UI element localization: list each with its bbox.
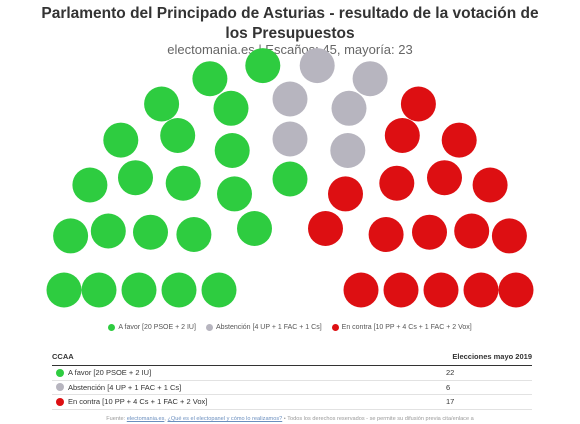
seat-favor [133, 214, 168, 250]
legend-swatch-favor [108, 324, 116, 331]
seat-contra [441, 122, 477, 158]
table-row: En contra [10 PP + 4 Cs + 1 FAC + 2 Vox]… [52, 395, 532, 410]
seat-contra [343, 272, 379, 308]
row-value: 6 [446, 382, 451, 392]
legend-label-abstencion: Abstención [4 UP + 1 FAC + 1 Cs] [215, 324, 322, 331]
seat-favor [201, 272, 237, 308]
footer-sep: , [164, 416, 168, 422]
seat-contra [498, 272, 534, 308]
seat-abstencion [330, 133, 366, 168]
seat-contra [463, 272, 499, 308]
seat-contra [384, 118, 420, 153]
seat-contra [379, 165, 415, 201]
chart-legend: A favor [20 PSOE + 2 IU] Abstención [4 U… [0, 324, 580, 331]
legend-label-contra: En contra [10 PP + 4 Cs + 1 FAC + 2 Vox] [341, 324, 472, 331]
seat-favor [160, 118, 196, 153]
seat-abstencion [272, 121, 308, 157]
row-label: En contra [10 PP + 4 Cs + 1 FAC + 2 Vox] [68, 397, 208, 407]
legend-swatch-abstencion [205, 324, 213, 331]
footer-prefix: Fuente: [106, 416, 127, 422]
row-label: A favor [20 PSOE + 2 IU] [68, 368, 152, 378]
seat-contra [328, 176, 363, 212]
seat-abstencion [352, 61, 388, 97]
footer: Fuente: electomania.es, ¿Qué es el elect… [0, 416, 580, 422]
row-swatch-contra [56, 397, 64, 406]
row-swatch-abstencion [56, 383, 64, 392]
results-table: CCAA Elecciones mayo 2019 A favor [20 PS… [52, 352, 532, 410]
row-value: 17 [446, 397, 455, 407]
chart-title: Parlamento del Principado de Asturias - … [41, 5, 539, 42]
legend-item-contra[interactable]: En contra [10 PP + 4 Cs + 1 FAC + 2 Vox] [331, 324, 472, 331]
seat-favor [217, 176, 252, 212]
row-swatch-favor [56, 368, 64, 377]
seat-favor [90, 213, 126, 249]
table-header: CCAA Elecciones mayo 2019 [52, 352, 532, 366]
seat-favor [81, 272, 117, 308]
seat-favor [245, 48, 281, 84]
legend-label-favor: A favor [20 PSOE + 2 IU] [118, 324, 196, 331]
seat-contra [308, 211, 343, 246]
seat-favor [121, 272, 157, 308]
footer-suffix: • Todos los derechos reservados - se per… [282, 416, 474, 422]
table-row: Abstención [4 UP + 1 FAC + 1 Cs] 6 [52, 381, 532, 395]
seat-abstencion [331, 90, 367, 126]
table-header-elecciones: Elecciones mayo 2019 [452, 352, 532, 361]
seat-favor [213, 90, 249, 126]
seat-contra [368, 217, 404, 252]
seat-favor [176, 217, 212, 252]
seat-favor [214, 133, 250, 168]
footer-link-electopanel[interactable]: ¿Qué es el electopanel y cómo lo realiza… [167, 416, 283, 422]
seat-favor [53, 218, 89, 254]
seat-contra [472, 167, 508, 203]
seat-contra [400, 86, 436, 122]
seat-favor [272, 161, 308, 197]
seat-abstencion [299, 48, 335, 84]
seat-contra [412, 214, 447, 250]
seat-contra [423, 272, 459, 308]
seat-favor [192, 61, 228, 97]
table-row: A favor [20 PSOE + 2 IU] 22 [52, 366, 532, 381]
seat-contra [454, 213, 490, 249]
seat-abstencion [272, 81, 308, 117]
row-value: 22 [446, 368, 455, 378]
table-header-ccaa: CCAA [52, 352, 74, 361]
row-label: Abstención [4 UP + 1 FAC + 1 Cs] [68, 382, 182, 392]
seat-favor [46, 272, 82, 308]
legend-swatch-contra [331, 324, 339, 331]
seat-favor [144, 86, 180, 122]
footer-link-electomania[interactable]: electomania.es [126, 416, 165, 422]
seat-contra [427, 160, 462, 196]
seat-favor [103, 122, 139, 158]
seat-contra [383, 272, 419, 308]
seat-favor [237, 211, 272, 246]
seat-favor [72, 167, 108, 203]
seat-contra [491, 218, 527, 254]
seat-favor [165, 165, 201, 201]
legend-item-favor[interactable]: A favor [20 PSOE + 2 IU] [108, 324, 196, 331]
seat-favor [118, 160, 153, 196]
seat-favor [161, 272, 197, 308]
chart-subtitle: electomania.es | Escaños: 45, mayoría: 2… [167, 42, 413, 57]
legend-item-abstencion[interactable]: Abstención [4 UP + 1 FAC + 1 Cs] [205, 324, 322, 331]
